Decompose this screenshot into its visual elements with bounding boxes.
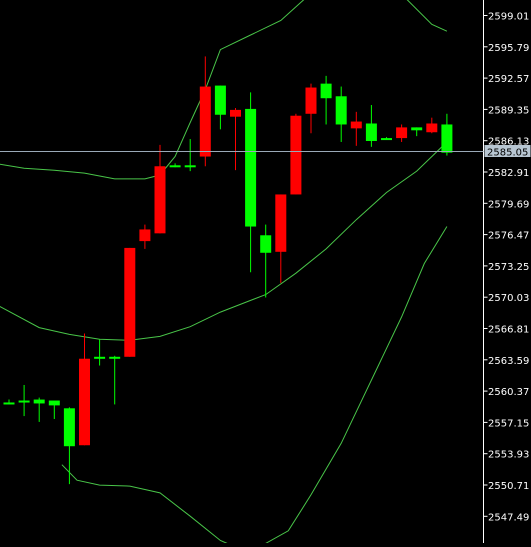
candle (411, 127, 423, 137)
tick-label: 2570.03 (488, 293, 529, 304)
candle-body (335, 96, 347, 125)
candle-body (381, 138, 392, 141)
tick-label: 2586.13 (488, 137, 529, 148)
candle (305, 83, 317, 134)
candle (290, 113, 302, 195)
candle (426, 117, 438, 134)
candle (94, 339, 106, 366)
candle-body (33, 399, 45, 404)
price-axis-ticks: 2599.01 2595.79 2592.57 2589.35 2586.13 2582.… (483, 12, 529, 523)
candle-body (350, 121, 362, 129)
candle-body (169, 165, 181, 168)
tick-label: 2595.79 (488, 43, 529, 54)
candle-body (245, 108, 257, 227)
tick-label: 2563.59 (488, 356, 529, 367)
candle-body (290, 115, 302, 195)
tick-label: 2560.37 (488, 387, 529, 398)
current-price-tag: 2585.05 (484, 145, 531, 159)
candle (275, 194, 287, 283)
candle (139, 224, 151, 249)
band-upper-line (0, 0, 448, 180)
candle-body (426, 123, 438, 133)
candle-body (260, 235, 272, 253)
candle-body (365, 123, 377, 141)
tick-label: 2579.69 (488, 199, 529, 210)
candle-body (48, 400, 60, 406)
candle (184, 139, 196, 172)
candle-body (124, 247, 136, 357)
candle (335, 86, 347, 142)
tick-label: 2589.35 (488, 105, 529, 116)
candle (214, 85, 226, 130)
candle (63, 407, 75, 485)
candle (124, 247, 136, 357)
tick-label: 2576.47 (488, 231, 529, 242)
tick-label: 2557.15 (488, 418, 529, 429)
candle-body (18, 400, 30, 403)
candle-body (184, 165, 196, 168)
tick-label: 2592.57 (488, 74, 529, 85)
tick-label: 2599.01 (488, 12, 529, 23)
candle (33, 397, 45, 422)
tick-label: 2566.81 (488, 325, 529, 336)
candle (109, 355, 121, 405)
candle-body (199, 86, 211, 157)
candle (260, 224, 272, 298)
candle (230, 107, 241, 171)
candle (381, 137, 392, 141)
candle-body (3, 402, 15, 405)
candle (350, 111, 362, 146)
candle-body (441, 124, 453, 153)
candle-body (214, 85, 226, 115)
candle (396, 124, 408, 142)
candle-body (79, 358, 90, 446)
candle-body (305, 87, 317, 114)
candle (154, 144, 166, 234)
candle (3, 399, 15, 405)
candlesticks (3, 56, 453, 485)
candle (365, 105, 377, 147)
candle (18, 384, 30, 417)
tick-label: 2553.93 (488, 450, 529, 461)
candle-body (411, 127, 423, 131)
candle-body (396, 127, 408, 139)
candle-body (63, 408, 75, 447)
candle-body (94, 356, 106, 359)
candle-body (320, 83, 332, 99)
candle-body (275, 194, 287, 252)
candle-body (109, 356, 121, 359)
candle (169, 163, 181, 168)
candle (441, 113, 453, 156)
candle-body (230, 109, 241, 117)
candle-body (139, 229, 151, 242)
candle-body (154, 166, 166, 234)
candle (48, 400, 60, 419)
tick-label: 2573.25 (488, 262, 529, 273)
price-tag-background (484, 145, 531, 157)
candle (199, 56, 211, 167)
tick-label: 2550.71 (488, 481, 529, 492)
price-tag-label: 2585.05 (487, 148, 528, 159)
tick-label: 2547.49 (488, 512, 529, 523)
candle (245, 92, 257, 273)
candle (79, 333, 90, 446)
tick-label: 2582.91 (488, 168, 529, 179)
candle (320, 75, 332, 125)
